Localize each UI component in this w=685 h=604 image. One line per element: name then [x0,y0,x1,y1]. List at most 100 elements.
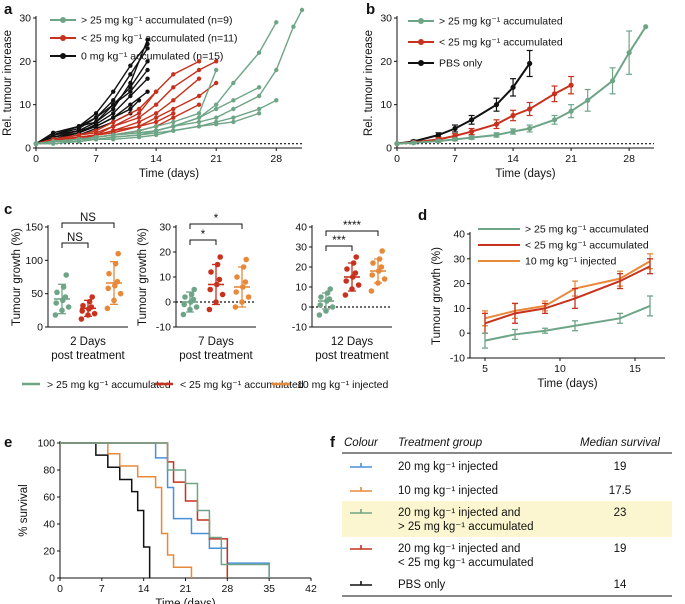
data-point-green [609,78,616,84]
significance-label: NS [67,232,83,244]
y-tick-label: 80 [43,465,55,477]
data-point-green [551,117,558,123]
y-axis-title: % survival [18,484,30,536]
x-category-line2: post treatment [315,350,389,362]
survival-curve-orange [60,442,193,578]
data-point-green [274,20,279,25]
y-tick-label: 10 [295,282,307,294]
data-point-green [213,121,219,127]
significance-label: **** [343,220,361,232]
y-tick-label: 10 [19,99,31,111]
legend-entry: < 25 mg kg⁻¹ accumulated (n=11) [81,33,238,45]
data-point-green [585,97,591,103]
data-point-green [256,85,262,90]
data-point-red [196,76,202,81]
data-point-black [93,111,99,116]
data-point-orange [105,285,111,292]
x-tick-label: 7 [99,583,105,595]
y-tick-label: 0 [386,143,392,155]
data-point-red [171,111,176,116]
x-tick-label: 35 [263,583,275,595]
data-point-black [145,37,150,42]
data-point-green [256,111,262,116]
survival-curve-green [60,442,270,578]
data-point-red [136,119,142,125]
data-point-red [208,269,214,275]
median-survival: 19 [614,461,627,473]
y-tick-label: 10 [380,99,392,111]
data-point-green [63,272,69,278]
data-point-red [79,308,85,314]
data-point-green [231,80,236,86]
y-tick-label: -10 [450,353,465,365]
data-point-black [111,111,116,116]
data-point-orange [245,294,252,300]
x-tick-label: 28 [270,153,282,165]
data-point-red [207,286,213,293]
data-point-black [145,67,150,73]
data-point-green [213,115,219,120]
data-point-red [136,115,142,120]
data-point-green [196,115,202,120]
series-line-red [35,60,217,145]
data-point-red [353,254,360,260]
legend-marker [60,35,66,41]
treatment-group: 20 mg kg⁻¹ injected and [398,507,520,519]
median-survival: 17.5 [609,485,631,497]
significance-bracket [61,242,89,248]
data-point-green [274,98,279,103]
x-tick-label: 10 [554,363,566,375]
data-point-green [54,289,60,296]
y-tick-label: -10 [292,322,307,334]
legend-entry: < 25 mg kg⁻¹ accumulated [525,240,649,252]
series-line-red [35,112,174,145]
data-point-green [196,111,202,116]
significance-label: * [214,213,219,225]
data-point-green [171,128,176,133]
legend-entry: > 25 mg kg⁻¹ accumulated [439,16,563,28]
data-point-red [206,306,213,313]
data-point-green [33,141,39,146]
x-tick-label: 21 [180,583,192,595]
data-point-red [355,282,362,288]
data-point-black [527,60,533,67]
x-tick-label: 14 [138,583,150,595]
panel-f-table: f Colour Treatment group Median survival 20 … [330,434,672,597]
data-point-green [231,115,236,120]
data-point-green [643,24,649,30]
data-point-green [231,98,236,103]
x-axis-title: Time (days) [155,598,215,604]
data-point-green [274,67,279,73]
data-point-red [527,106,533,112]
data-point-black [93,119,99,125]
panel-label: f [330,434,336,451]
data-point-green [435,138,442,144]
y-tick-label: 40 [453,229,465,241]
x-tick-label: 14 [150,153,162,165]
legend-entry: > 25 mg kg⁻¹ accumulated (n=9) [81,15,232,27]
treatment-group: 10 mg kg⁻¹ injected [398,485,498,497]
legend-marker [418,18,424,24]
treatment-group: 20 mg kg⁻¹ injected and [398,543,520,555]
data-point-green [329,304,336,310]
data-point-red [213,59,219,64]
median-survival: 14 [614,579,627,591]
data-point-green [231,119,236,125]
x-tick-label: 0 [57,583,63,595]
panel-label: a [4,1,13,18]
data-point-black [111,98,116,103]
data-point-orange [232,304,239,310]
data-point-black [145,46,150,51]
y-tick-label: 100 [25,255,43,267]
panel-b: 0 10 20 30 0 7 14 21 28 Time (days) Rel. tumour in… [363,1,654,180]
data-point-red [136,124,142,129]
y-tick-label: -10 [156,322,171,334]
y-tick-label: 20 [380,56,392,68]
x-tick-label: 5 [482,363,488,375]
data-point-black [93,115,99,120]
panel-a: 0 10 20 30 0 7 14 21 28 Time (days) Rel. tumour in… [2,1,305,180]
data-point-green [410,140,417,146]
x-tick-label: 42 [305,583,317,595]
y-tick-label: 20 [453,278,465,290]
